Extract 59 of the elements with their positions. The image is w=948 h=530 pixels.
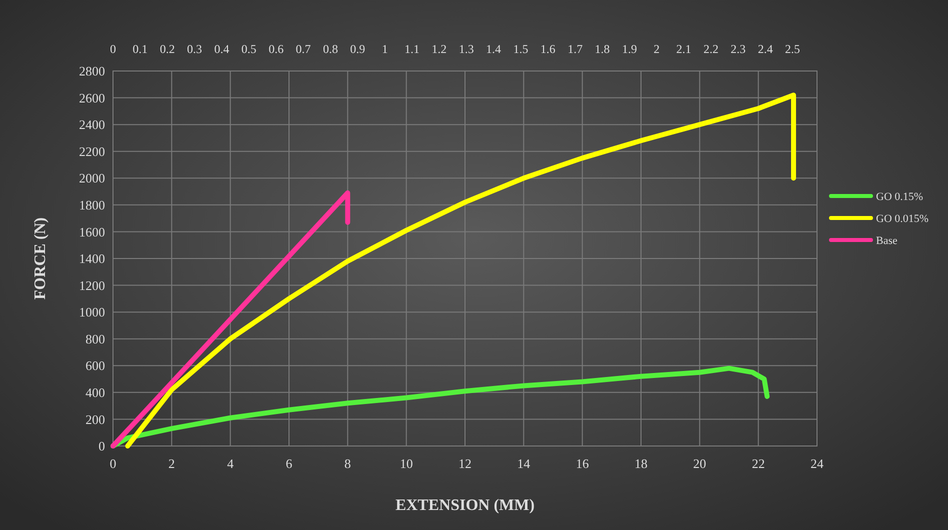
y-tick-label: 2000 bbox=[79, 170, 105, 186]
x2-tick-label: 0.9 bbox=[350, 42, 366, 56]
x2-tick-label: 2.1 bbox=[676, 42, 692, 56]
x2-tick-label: 1.4 bbox=[486, 42, 502, 56]
legend-label: GO 0.015% bbox=[876, 212, 929, 225]
y-tick-label: 1200 bbox=[79, 278, 105, 293]
x2-tick-label: 0.1 bbox=[132, 42, 148, 56]
x2-tick-label: 2.5 bbox=[785, 42, 800, 56]
y-tick-label: 200 bbox=[86, 412, 105, 427]
x2-tick-label: 2.2 bbox=[703, 42, 718, 56]
x-tick-label: 10 bbox=[400, 456, 413, 471]
y-axis-title: FORCE (N) bbox=[32, 217, 49, 300]
x2-tick-label: 2.4 bbox=[758, 42, 773, 56]
x2-tick-label: 0.5 bbox=[241, 42, 256, 56]
x-tick-label: 8 bbox=[344, 456, 351, 471]
y-tick-label: 1600 bbox=[79, 224, 105, 240]
y-tick-label: 400 bbox=[86, 384, 105, 400]
y-tick-label: 600 bbox=[86, 358, 105, 374]
x-tick-label: 4 bbox=[227, 456, 234, 471]
x2-tick-label: 0 bbox=[110, 42, 116, 56]
x-tick-label: 18 bbox=[634, 456, 648, 471]
x2-tick-label: 1.7 bbox=[568, 42, 583, 56]
x-tick-label: 20 bbox=[693, 456, 706, 471]
y-tick-label: 800 bbox=[86, 331, 105, 346]
x-tick-label: 0 bbox=[110, 456, 116, 471]
x-tick-label: 6 bbox=[286, 456, 293, 471]
y-tick-label: 2400 bbox=[79, 117, 105, 132]
x-tick-label: 12 bbox=[458, 456, 472, 471]
y-tick-label: 1800 bbox=[79, 197, 105, 212]
y-tick-label: 2200 bbox=[79, 144, 105, 159]
y-tick-label: 2600 bbox=[79, 90, 105, 106]
x2-tick-label: 1.8 bbox=[594, 42, 610, 56]
x2-tick-label: 1.9 bbox=[622, 42, 637, 56]
y-tick-label: 1000 bbox=[79, 304, 105, 320]
x2-tick-label: 0.7 bbox=[296, 42, 311, 56]
x2-tick-label: 0.2 bbox=[160, 42, 175, 56]
x2-tick-label: 0.4 bbox=[214, 42, 230, 56]
x-axis-title: EXTENSION (MM) bbox=[395, 497, 535, 514]
y-tick-label: 2800 bbox=[79, 64, 105, 79]
x2-tick-label: 0.8 bbox=[322, 42, 338, 56]
x2-tick-label: 1.5 bbox=[513, 42, 528, 56]
x2-tick-label: 1.2 bbox=[432, 42, 447, 56]
legend-label: GO 0.15% bbox=[876, 190, 924, 203]
x-tick-label: 22 bbox=[752, 456, 765, 471]
x2-tick-label: 1.3 bbox=[458, 42, 474, 56]
x2-tick-label: 0.6 bbox=[268, 42, 284, 56]
x-tick-label: 24 bbox=[810, 456, 824, 471]
x2-tick-label: 1 bbox=[382, 42, 388, 56]
x2-tick-label: 0.3 bbox=[187, 42, 202, 56]
x-tick-label: 2 bbox=[168, 456, 175, 471]
x2-tick-label: 1.6 bbox=[540, 42, 556, 56]
x2-tick-label: 2 bbox=[654, 42, 660, 56]
x2-tick-label: 1.1 bbox=[404, 42, 420, 56]
legend-label: Base bbox=[876, 234, 898, 247]
x-tick-label: 16 bbox=[576, 456, 590, 471]
y-tick-label: 0 bbox=[98, 438, 105, 454]
x2-tick-label: 2.3 bbox=[730, 42, 746, 56]
y-tick-label: 1400 bbox=[79, 251, 105, 266]
x-tick-label: 14 bbox=[517, 456, 531, 471]
